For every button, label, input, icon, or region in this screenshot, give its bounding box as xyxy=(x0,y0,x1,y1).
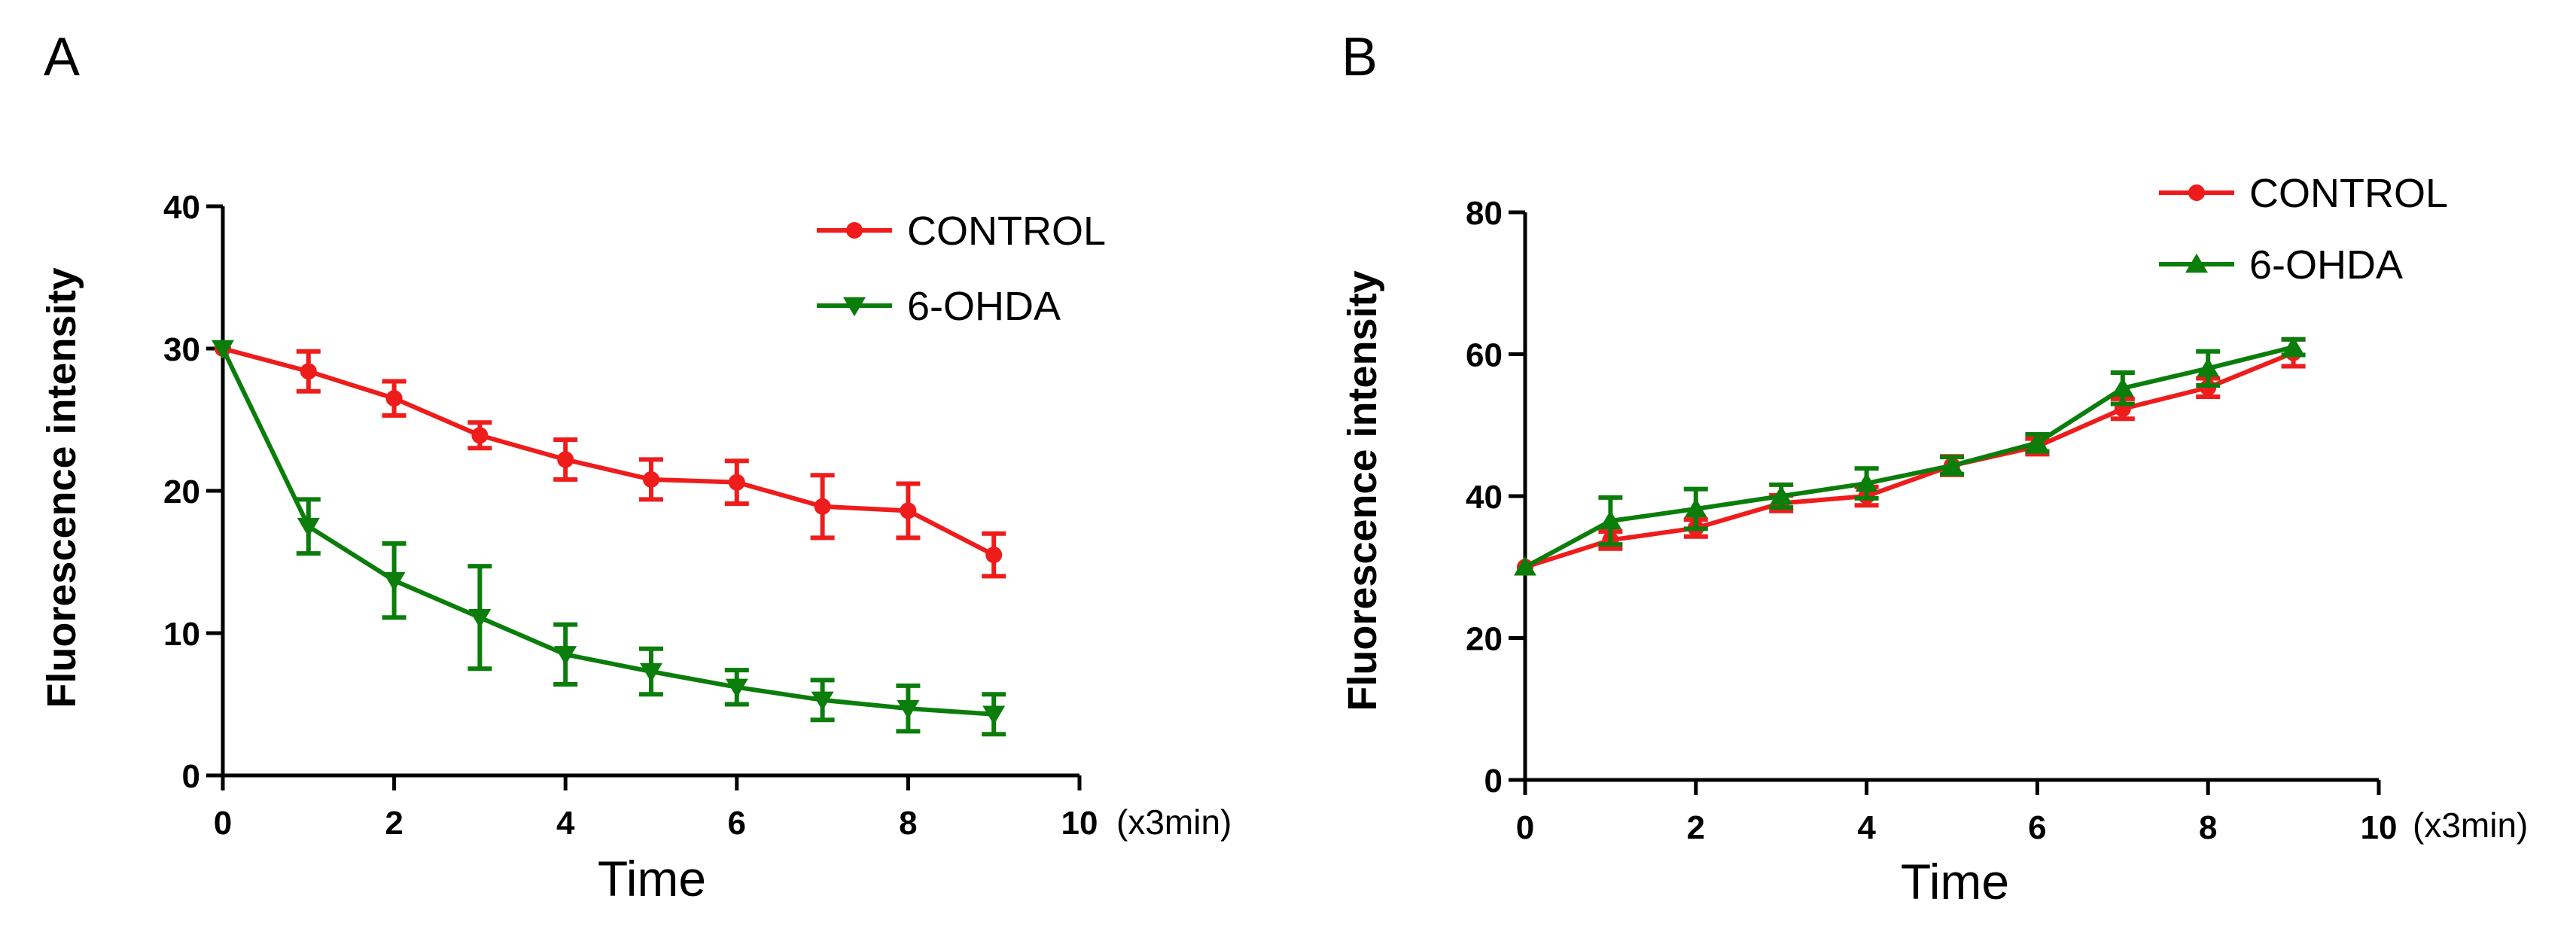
series-6ohda xyxy=(1514,336,2306,576)
panel-a-x-unit-label: (x3min) xyxy=(1116,803,1232,842)
x-tick-label: 2 xyxy=(1687,809,1705,846)
x-tick-label: 0 xyxy=(214,805,232,842)
panel-a-legend: CONTROL 6-OHDA xyxy=(817,209,1106,329)
legend-6ohda-marker xyxy=(817,297,892,317)
data-point xyxy=(2282,336,2305,356)
data-point xyxy=(814,498,831,515)
data-point xyxy=(900,502,917,519)
panel-a-x-axis-title: Time xyxy=(598,851,706,906)
panel-b: B Fluorescence intensity Time (x3min) 0 2… xyxy=(1340,27,2528,909)
x-tick-label: 2 xyxy=(385,805,403,842)
y-tick-label: 10 xyxy=(163,616,200,653)
panel-b-x-unit-label: (x3min) xyxy=(2413,806,2528,845)
legend-6ohda-label: 6-OHDA xyxy=(2249,242,2403,288)
x-tick-label: 6 xyxy=(728,805,746,842)
data-point xyxy=(382,571,406,592)
data-point xyxy=(640,662,662,683)
data-point xyxy=(554,646,577,665)
x-tick-label: 4 xyxy=(1857,809,1876,846)
data-point xyxy=(471,427,489,444)
data-point xyxy=(468,608,492,629)
series-line xyxy=(1524,350,2294,570)
panel-b-legend: CONTROL 6-OHDA xyxy=(2159,171,2448,288)
panel-b-letter: B xyxy=(1341,27,1378,87)
data-point xyxy=(643,471,659,488)
y-tick-label: 60 xyxy=(1466,337,1503,374)
data-point xyxy=(2026,432,2049,452)
data-point xyxy=(985,547,1003,564)
x-tick-label: 4 xyxy=(556,805,575,842)
data-point xyxy=(811,691,834,711)
legend-symbol xyxy=(843,297,866,317)
y-tick-label: 0 xyxy=(182,758,200,795)
panel-b-y-axis-title: Fluorescence intensity xyxy=(1340,270,1385,711)
y-tick-label: 80 xyxy=(1466,195,1503,232)
data-point xyxy=(897,699,920,720)
panel-a-plot-area: 0 2 4 6 8 10 0 10 20 30 40 xyxy=(163,189,1098,842)
data-point xyxy=(1770,485,1793,505)
series-line xyxy=(1524,345,2294,569)
data-point xyxy=(1514,556,1536,576)
data-point xyxy=(1941,455,1963,474)
x-tick-label: 8 xyxy=(2199,809,2217,846)
data-point xyxy=(212,340,234,360)
data-point xyxy=(2197,358,2220,377)
data-point xyxy=(300,363,317,380)
legend-symbol xyxy=(2185,253,2208,273)
panel-a-letter: A xyxy=(44,27,80,87)
y-tick-label: 40 xyxy=(1466,479,1503,516)
legend-symbol xyxy=(2188,184,2205,201)
legend-6ohda-label: 6-OHDA xyxy=(907,284,1061,329)
legend-6ohda-marker xyxy=(2159,253,2234,273)
y-tick-label: 20 xyxy=(163,474,200,510)
data-point xyxy=(1599,510,1622,530)
y-tick-label: 20 xyxy=(1466,621,1503,658)
data-point xyxy=(297,518,320,538)
data-point xyxy=(557,451,574,468)
legend-control-label: CONTROL xyxy=(907,209,1106,254)
panel-a: A Fluorescence intensity Time (x3min) 0 2… xyxy=(39,27,1232,906)
legend-symbol xyxy=(846,222,863,239)
x-tick-label: 6 xyxy=(2028,809,2046,846)
y-tick-label: 30 xyxy=(163,331,200,368)
panel-b-x-axis-title: Time xyxy=(1901,854,2009,909)
legend-control-marker xyxy=(817,222,892,239)
panel-a-y-axis-title: Fluorescence intensity xyxy=(39,267,84,708)
x-tick-label: 10 xyxy=(1061,805,1098,842)
data-point xyxy=(385,390,403,407)
y-tick-label: 40 xyxy=(163,189,200,226)
legend-control-label: CONTROL xyxy=(2249,171,2448,216)
legend-control-marker xyxy=(2159,184,2234,201)
y-tick-label: 0 xyxy=(1484,763,1503,800)
x-tick-label: 0 xyxy=(1516,809,1534,846)
series-line xyxy=(221,347,994,717)
data-point xyxy=(728,474,745,491)
x-tick-label: 8 xyxy=(899,805,917,842)
data-point xyxy=(1855,472,1878,492)
series-6ohda xyxy=(212,340,1006,737)
series-line xyxy=(222,346,995,557)
panel-b-plot-area: 0 2 4 6 8 10 0 20 40 60 80 xyxy=(1466,195,2397,846)
data-point xyxy=(725,678,748,699)
data-point xyxy=(982,705,1006,725)
data-point xyxy=(1684,498,1707,518)
x-tick-label: 10 xyxy=(2361,809,2398,846)
data-point xyxy=(2111,377,2134,397)
